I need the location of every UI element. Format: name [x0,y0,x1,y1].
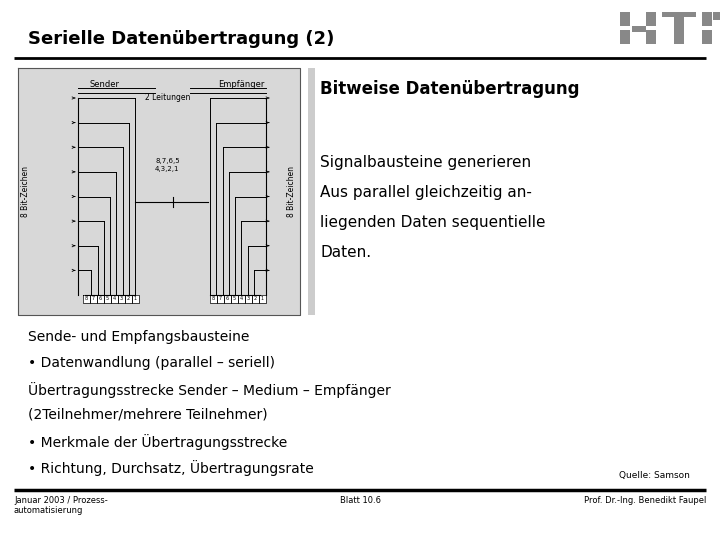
Bar [90,295,97,303]
Bar [210,295,217,303]
Text: 7: 7 [219,296,222,301]
Text: Aus parallel gleichzeitig an-: Aus parallel gleichzeitig an- [320,185,532,200]
Bar [646,12,656,26]
Bar [674,17,684,34]
Text: Prof. Dr.-Ing. Benedikt Faupel: Prof. Dr.-Ing. Benedikt Faupel [584,496,706,505]
Text: 3: 3 [247,296,250,301]
Bar [632,26,646,32]
Text: Sender: Sender [90,80,120,89]
Text: 1: 1 [261,296,264,301]
Text: 8: 8 [85,296,88,301]
Bar [620,12,630,26]
Bar [238,295,245,303]
Text: 2 Leitungen: 2 Leitungen [145,93,190,102]
Bar [83,295,90,303]
Text: Quelle: Samson: Quelle: Samson [619,471,690,480]
Text: • Merkmale der Übertragungsstrecke: • Merkmale der Übertragungsstrecke [28,434,287,450]
Bar [702,30,712,44]
Text: 6: 6 [226,296,229,301]
Text: Übertragungsstrecke Sender – Medium – Empfänger: Übertragungsstrecke Sender – Medium – Em… [28,382,391,398]
Bar [308,68,315,315]
Text: Blatt 10.6: Blatt 10.6 [340,496,380,505]
Text: 8: 8 [212,296,215,301]
Text: 1: 1 [134,296,137,301]
Text: Empfänger: Empfänger [218,80,264,89]
Bar [674,32,684,44]
Bar [646,30,656,44]
Bar [132,295,139,303]
Bar [97,295,104,303]
Bar [111,295,118,303]
Bar [716,12,720,20]
Bar [104,295,111,303]
Bar [252,295,259,303]
Text: liegenden Daten sequentielle: liegenden Daten sequentielle [320,215,546,230]
Text: 8 Bit-Zeichen: 8 Bit-Zeichen [287,166,297,217]
Bar [18,68,300,315]
Text: • Datenwandlung (parallel – seriell): • Datenwandlung (parallel – seriell) [28,356,275,370]
Text: 5: 5 [106,296,109,301]
Text: 2: 2 [254,296,257,301]
Bar [620,30,630,44]
Text: Daten.: Daten. [320,245,371,260]
Text: 4: 4 [113,296,116,301]
Bar [713,12,719,20]
Bar [118,295,125,303]
Text: 5: 5 [233,296,236,301]
Text: (2Teilnehmer/mehrere Teilnehmer): (2Teilnehmer/mehrere Teilnehmer) [28,408,268,422]
Text: 7: 7 [92,296,95,301]
Text: 3: 3 [120,296,123,301]
Bar [217,295,224,303]
Text: Januar 2003 / Prozess-
automatisierung: Januar 2003 / Prozess- automatisierung [14,496,108,515]
Text: Serielle Datenübertragung (2): Serielle Datenübertragung (2) [28,30,334,48]
Text: • Richtung, Durchsatz, Übertragungsrate: • Richtung, Durchsatz, Übertragungsrate [28,460,314,476]
Bar [231,295,238,303]
Bar [702,12,712,26]
Text: 4,3,2,1: 4,3,2,1 [155,166,179,172]
Bar [224,295,231,303]
Text: 8,7,6,5: 8,7,6,5 [155,158,179,164]
Text: 8 Bit-Zeichen: 8 Bit-Zeichen [22,166,30,217]
Bar [662,12,696,17]
Text: 4: 4 [240,296,243,301]
Bar [259,295,266,303]
Text: 6: 6 [99,296,102,301]
Bar [245,295,252,303]
Text: 2: 2 [127,296,130,301]
Text: Bitweise Datenübertragung: Bitweise Datenübertragung [320,80,580,98]
Text: Sende- und Empfangsbausteine: Sende- und Empfangsbausteine [28,330,249,344]
Bar [125,295,132,303]
Text: Signalbausteine generieren: Signalbausteine generieren [320,155,531,170]
